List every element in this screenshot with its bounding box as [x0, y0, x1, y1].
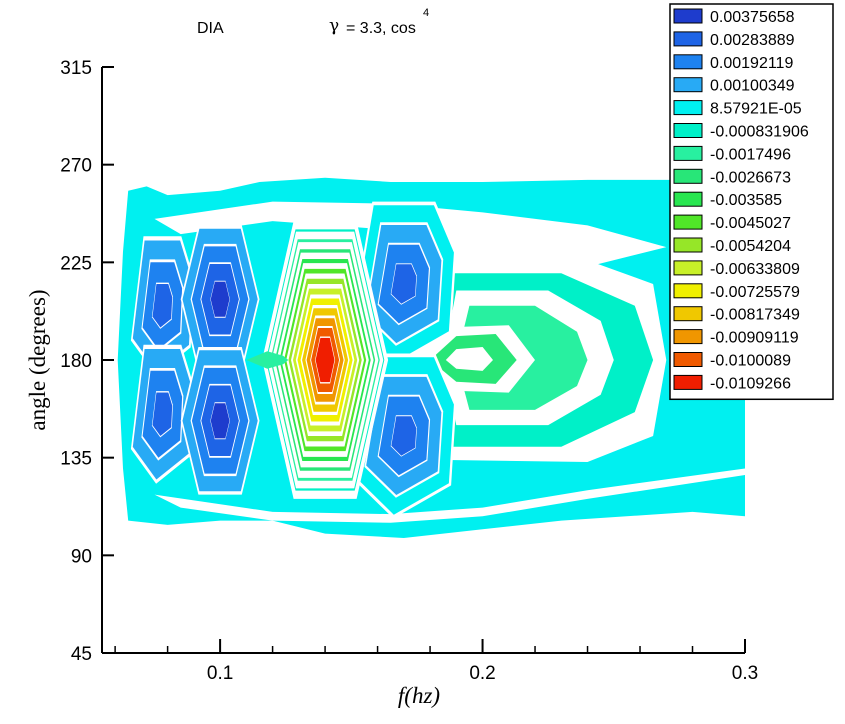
legend-swatch-15	[673, 352, 703, 367]
legend-swatch-3	[673, 77, 703, 93]
title-superscript: 4	[423, 7, 429, 19]
x-tick-label-0.2: 0.2	[469, 663, 495, 684]
y-tick-label-45: 45	[71, 644, 92, 665]
y-tick-label-270: 270	[60, 156, 92, 177]
y-tick-label-315: 315	[60, 58, 92, 79]
x-tick-label-0.1: 0.1	[207, 663, 233, 684]
legend-label-8: -0.003585	[710, 192, 782, 209]
title-main: = 3.3, cos	[346, 20, 416, 37]
legend-swatch-13	[673, 306, 703, 322]
legend-label-0: 0.00375658	[710, 9, 795, 26]
legend-swatch-2	[673, 54, 703, 70]
legend-label-13: -0.00817349	[710, 307, 800, 324]
lobe-left-upper-level-2	[152, 284, 173, 328]
legend-label-15: -0.0100089	[710, 353, 791, 370]
legend-label-1: 0.00283889	[710, 32, 795, 49]
legend-swatch-11	[673, 260, 703, 276]
y-tick-label-90: 90	[71, 546, 92, 567]
x-axis-title: f(hz)	[398, 683, 440, 708]
legend-label-7: -0.0026673	[710, 169, 791, 186]
legend-label-16: -0.0109266	[710, 375, 791, 392]
lobe-mid-upper-level-3	[210, 281, 230, 317]
legend-label-2: 0.00192119	[710, 55, 793, 72]
core-left-spike	[246, 351, 289, 369]
legend-swatch-9	[673, 214, 703, 230]
legend-swatch-8	[673, 191, 703, 207]
legend-swatch-1	[673, 31, 703, 47]
gap-right-4	[445, 347, 493, 371]
legend-swatch-4	[673, 100, 703, 116]
y-tick-label-135: 135	[60, 449, 92, 470]
legend-swatch-10	[673, 237, 703, 253]
legend-swatch-6	[673, 145, 703, 161]
legend-swatch-14	[673, 329, 703, 345]
contour-field	[117, 177, 745, 538]
legend-swatch-12	[673, 283, 703, 299]
legend-label-10: -0.0054204	[710, 238, 791, 255]
legend-swatch-5	[673, 123, 703, 138]
lobe-mid-lower-level-3	[210, 403, 230, 439]
legend-swatch-16	[673, 374, 703, 390]
y-tick-label-180: 180	[60, 351, 92, 372]
legend-label-6: -0.0017496	[710, 146, 791, 163]
legend-label-5: -0.000831906	[710, 124, 809, 141]
legend-label-11: -0.00633809	[710, 261, 800, 278]
legend-swatch-7	[673, 168, 703, 184]
legend-label-14: -0.00909119	[710, 330, 799, 347]
legend-label-9: -0.0045027	[710, 215, 791, 232]
title-left: DIA	[197, 20, 224, 37]
core-level-11	[315, 337, 335, 383]
y-tick-label-225: 225	[60, 253, 92, 274]
legend-label-3: 0.00100349	[710, 78, 795, 95]
lobe-right-lower-level-3	[391, 416, 417, 456]
gap-lower	[154, 468, 745, 523]
y-axis-title: angle (degrees)	[25, 289, 50, 430]
lobe-left-lower-level-2	[152, 392, 173, 436]
x-tick-label-0.3: 0.3	[732, 663, 758, 684]
legend-swatch-0	[673, 8, 703, 24]
legend-label-12: -0.00725579	[710, 284, 800, 301]
legend-label-4: 8.57921E-05	[710, 101, 802, 118]
legend: 0.00375658 0.00283889 0.00192119 0.00100349…	[669, 3, 834, 401]
axes: 45 90 135 180 225 270 315 0.1 0.2 0.3	[60, 58, 758, 684]
lobe-right-upper-level-3	[391, 264, 417, 304]
title-gamma-symbol: γ	[329, 16, 339, 36]
